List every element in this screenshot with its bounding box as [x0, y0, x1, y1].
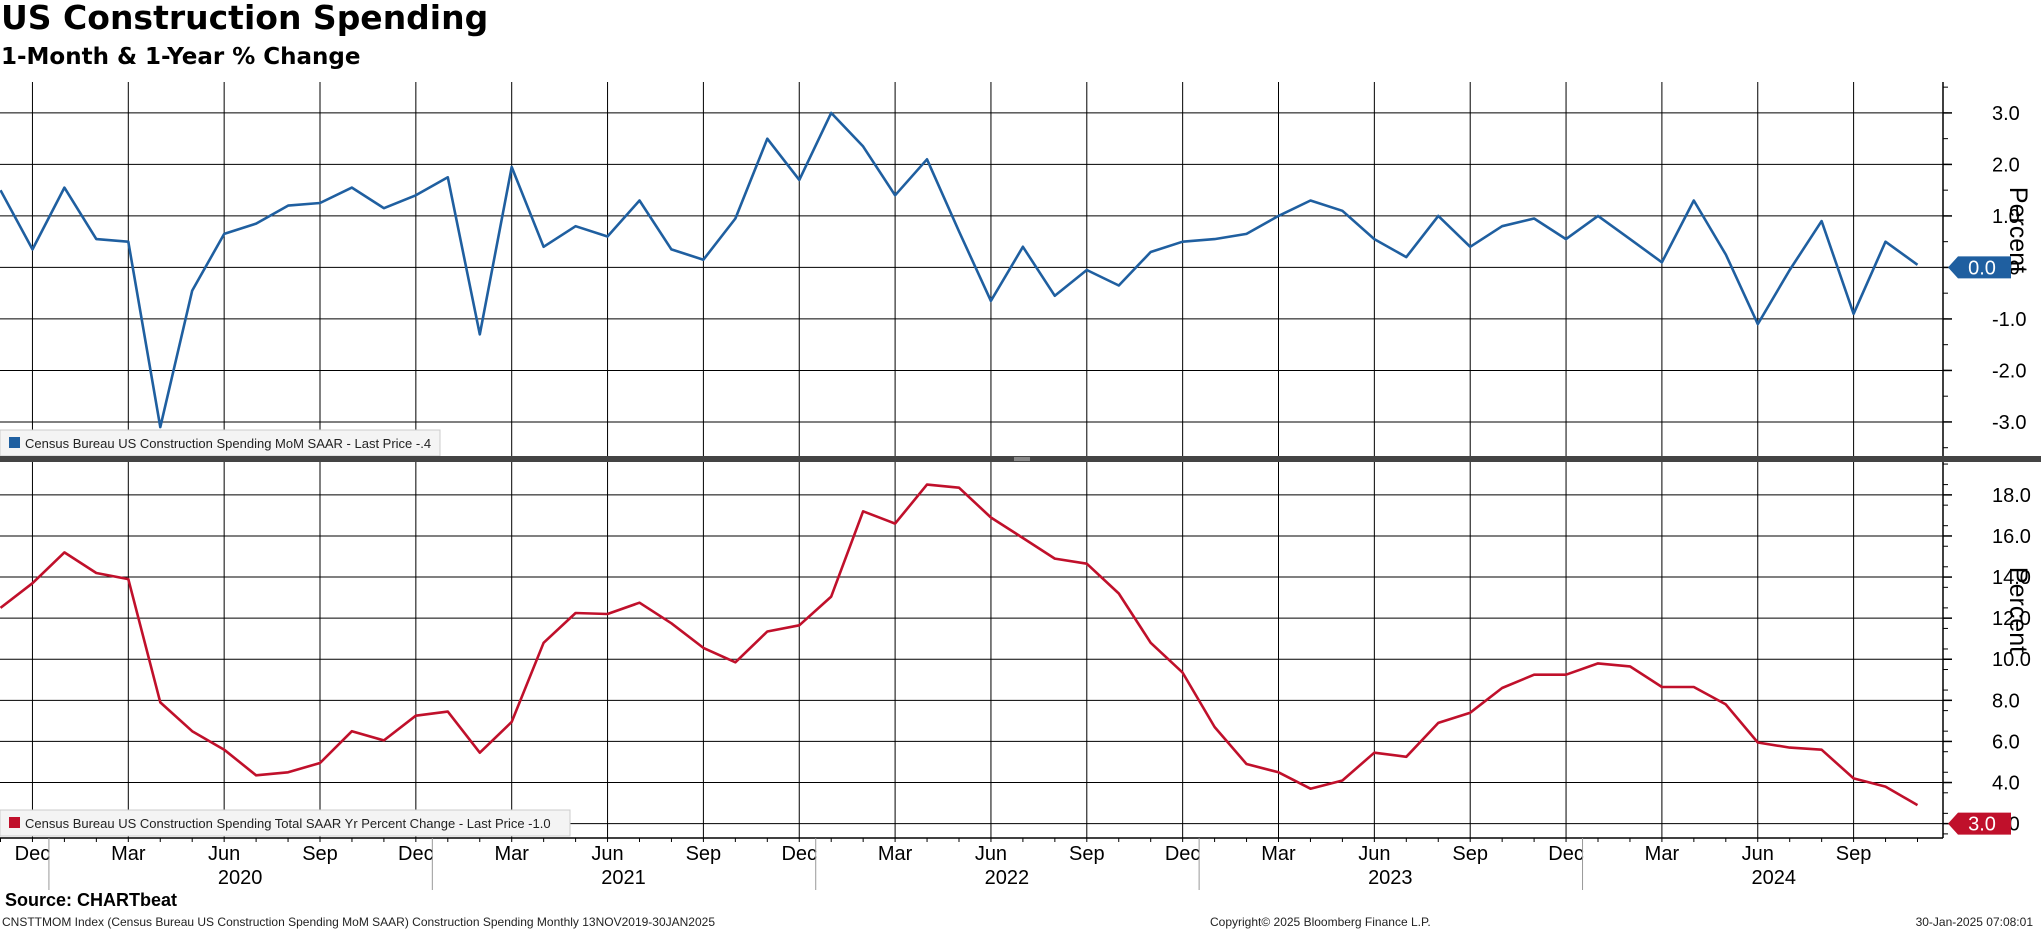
y-tick-label-mom-4: 1.0: [1992, 206, 2020, 228]
y-tick-label-yoy-5: 12.0: [1992, 608, 2031, 630]
last-value-tag-mom: [1948, 256, 2011, 279]
x-month-label-18: Jun: [1742, 843, 1774, 865]
x-month-label-5: Mar: [494, 843, 529, 865]
source-note: Source: CHARTbeat: [5, 890, 178, 910]
x-month-label-7: Sep: [686, 843, 722, 865]
chart-title: US Construction Spending: [1, 0, 489, 37]
x-month-label-6: Jun: [591, 843, 623, 865]
y-tick-label-mom-2: -1.0: [1992, 309, 2026, 331]
y-tick-label-yoy-8: 18.0: [1992, 485, 2031, 507]
legend-swatch-yoy: [9, 817, 20, 828]
x-year-label-3: 2023: [1368, 867, 1413, 889]
y-tick-label-yoy-2: 6.0: [1992, 731, 2020, 753]
legend-box-yoy: [0, 809, 571, 837]
y-tick-label-yoy-1: 4.0: [1992, 773, 2020, 795]
legend-swatch-mom: [9, 437, 20, 448]
y-tick-label-yoy-7: 16.0: [1992, 526, 2031, 548]
series-line-yoy: [0, 483, 1919, 807]
series-line-mom: [0, 111, 1919, 429]
y-tick-label-mom-5: 2.0: [1992, 154, 2020, 176]
x-month-label-12: Dec: [1165, 843, 1201, 865]
y-tick-label-mom-0: -3.0: [1992, 412, 2026, 434]
x-month-label-13: Mar: [1261, 843, 1296, 865]
x-month-label-2: Jun: [208, 843, 240, 865]
x-month-label-10: Jun: [975, 843, 1007, 865]
x-month-label-9: Mar: [878, 843, 913, 865]
x-year-label-0: 2020: [218, 867, 263, 889]
y-tick-label-mom-1: -2.0: [1992, 360, 2026, 382]
chart-subtitle: 1-Month & 1-Year % Change: [1, 44, 361, 70]
y-axis-label-yoy: Percent: [2004, 567, 2032, 653]
y-tick-label-yoy-6: 14.0: [1992, 567, 2031, 589]
x-month-label-0: Dec: [15, 843, 51, 865]
x-month-label-17: Mar: [1645, 843, 1680, 865]
panel-resize-handle: [1014, 457, 1030, 461]
x-month-label-11: Sep: [1069, 843, 1105, 865]
last-value-label-yoy: 3.0: [1968, 814, 1996, 836]
footer-timestamp: 30-Jan-2025 07:08:01: [1915, 915, 2033, 929]
y-tick-label-yoy-4: 10.0: [1992, 649, 2031, 671]
last-value-label-mom: 0.0: [1968, 257, 1996, 279]
x-month-label-14: Jun: [1358, 843, 1390, 865]
last-value-tag-yoy: [1948, 812, 2011, 835]
x-month-label-4: Dec: [398, 843, 434, 865]
x-year-label-4: 2024: [1751, 867, 1796, 889]
y-tick-label-mom-6: 3.0: [1992, 103, 2020, 125]
x-month-label-19: Sep: [1836, 843, 1872, 865]
legend-label-yoy: Census Bureau US Construction Spending T…: [25, 816, 551, 831]
x-month-label-3: Sep: [302, 843, 338, 865]
x-year-label-2: 2022: [985, 867, 1030, 889]
footer-copyright: Copyright© 2025 Bloomberg Finance L.P.: [1210, 915, 1431, 929]
legend-box-mom: [0, 429, 441, 457]
x-month-label-15: Sep: [1452, 843, 1488, 865]
x-month-label-16: Dec: [1548, 843, 1584, 865]
footer-description: CNSTTMOM Index (Census Bureau US Constru…: [2, 915, 716, 929]
x-month-label-8: Dec: [781, 843, 817, 865]
x-year-label-1: 2021: [601, 867, 646, 889]
legend-label-mom: Census Bureau US Construction Spending M…: [25, 436, 431, 451]
y-tick-label-yoy-3: 8.0: [1992, 690, 2020, 712]
x-month-label-1: Mar: [111, 843, 146, 865]
